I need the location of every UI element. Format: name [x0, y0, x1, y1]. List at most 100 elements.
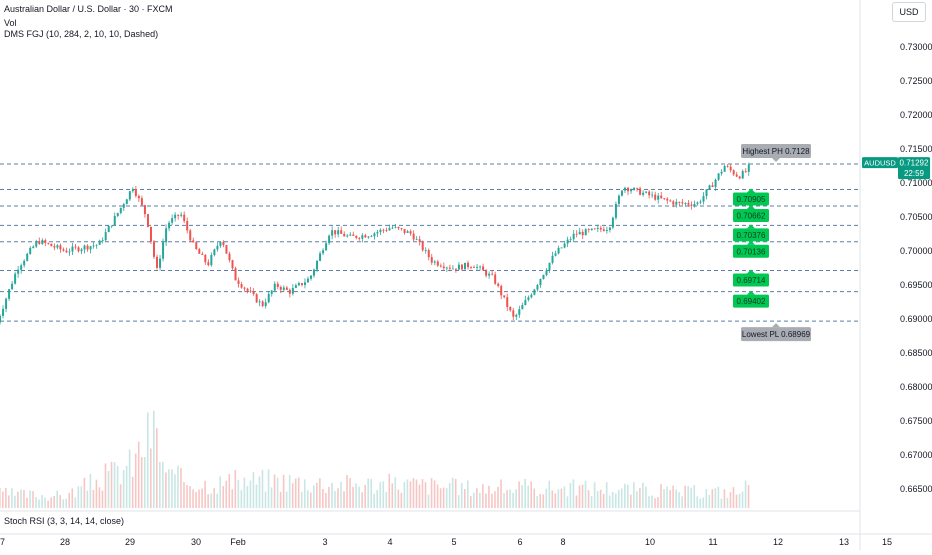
volume-bar [729, 492, 732, 508]
candle-body [334, 230, 337, 235]
volume-bar [747, 485, 750, 508]
volume-bar [539, 493, 542, 508]
volume-bar [328, 486, 330, 508]
volume-bar [14, 495, 16, 508]
price-tick-label: 0.71000 [900, 178, 932, 188]
candle-body [119, 207, 122, 213]
candle-body [128, 191, 131, 200]
volume-bar [26, 497, 28, 508]
candle-body [71, 246, 74, 252]
volume-bar [331, 482, 333, 508]
volume-bar [557, 489, 560, 508]
volume-bar [702, 497, 705, 508]
volume-bar [397, 489, 400, 508]
candle-body [159, 258, 162, 268]
volume-bar [587, 490, 590, 508]
candle-body [560, 247, 563, 249]
volume-bar [2, 491, 4, 508]
volume-bar [509, 489, 511, 508]
candle-body [717, 173, 720, 180]
candle-body [645, 191, 648, 193]
candle-body [470, 267, 473, 268]
volume-bar [116, 466, 119, 508]
candle-body [186, 221, 189, 231]
candle-body [14, 273, 17, 284]
candle-body [678, 201, 681, 203]
volume-bar [231, 489, 234, 508]
candle-body [89, 246, 92, 250]
volume-bar [252, 472, 255, 508]
volume-bar [71, 488, 74, 508]
candle-body [593, 228, 596, 230]
volume-bar [660, 484, 662, 508]
price-tick-label: 0.66500 [900, 484, 932, 494]
candle-body [373, 233, 376, 237]
candle-body [605, 229, 608, 231]
volume-bar [201, 488, 203, 508]
candle-body [578, 231, 581, 235]
volume-bar [476, 488, 478, 508]
candle-body [436, 261, 439, 266]
volume-bar [110, 461, 113, 508]
volume-bar [325, 493, 327, 508]
candle-body [346, 235, 349, 237]
candle-body [300, 283, 303, 286]
candle-body [409, 231, 412, 234]
candle-body [131, 189, 134, 192]
volume-bar [648, 496, 650, 508]
candle-body [246, 288, 249, 291]
volume-bar [403, 482, 406, 508]
candle-body [65, 250, 68, 253]
volume-bar [684, 485, 686, 508]
candle-body [744, 171, 747, 172]
candle-body [524, 299, 527, 306]
volume-legend[interactable]: Vol [4, 18, 17, 28]
candle-body [545, 270, 548, 275]
volume-bar [714, 488, 717, 508]
candle-body [213, 249, 216, 255]
candle-body [690, 204, 693, 206]
candle-body [479, 266, 482, 268]
candle-body [86, 245, 89, 250]
candle-body [291, 287, 294, 294]
volume-bar [412, 478, 415, 508]
volume-bar [669, 489, 671, 508]
candle-body [693, 203, 696, 206]
candle-body [421, 241, 424, 251]
volume-bar [174, 474, 176, 508]
candle-body [116, 212, 119, 216]
candle-body [515, 314, 518, 317]
candle-body [614, 203, 617, 218]
volume-bar [500, 479, 502, 508]
volume-bar [65, 498, 68, 508]
volume-bar [159, 461, 161, 508]
volume-bar [584, 480, 587, 508]
time-tick-label: 5 [451, 537, 456, 547]
candle-body [430, 257, 433, 263]
candle-body [361, 235, 364, 239]
indicator-legend[interactable]: DMS FGJ (10, 284, 2, 10, 10, Dashed) [4, 29, 159, 39]
candle-body [726, 166, 729, 167]
candle-body [548, 262, 551, 271]
volume-bar [536, 496, 539, 508]
svg-text:0.71292: 0.71292 [900, 159, 929, 168]
candle-body [152, 241, 155, 257]
volume-bar [645, 486, 647, 508]
volume-bar [657, 497, 659, 508]
svg-text:Lowest PL 0.68969: Lowest PL 0.68969 [742, 330, 811, 339]
volume-bar [44, 497, 46, 508]
volume-bar [240, 490, 243, 508]
volume-bar [421, 479, 424, 508]
volume-bar [593, 482, 596, 508]
candle-body [32, 246, 35, 248]
currency-button[interactable]: USD [892, 2, 926, 22]
volume-bar [590, 496, 593, 508]
candle-body [316, 260, 319, 270]
price-tick-label: 0.68000 [900, 382, 932, 392]
candle-body [125, 199, 128, 205]
stoch-rsi-legend[interactable]: Stoch RSI (3, 3, 14, 14, close) [4, 516, 125, 526]
svg-text:0.70905: 0.70905 [737, 195, 766, 204]
